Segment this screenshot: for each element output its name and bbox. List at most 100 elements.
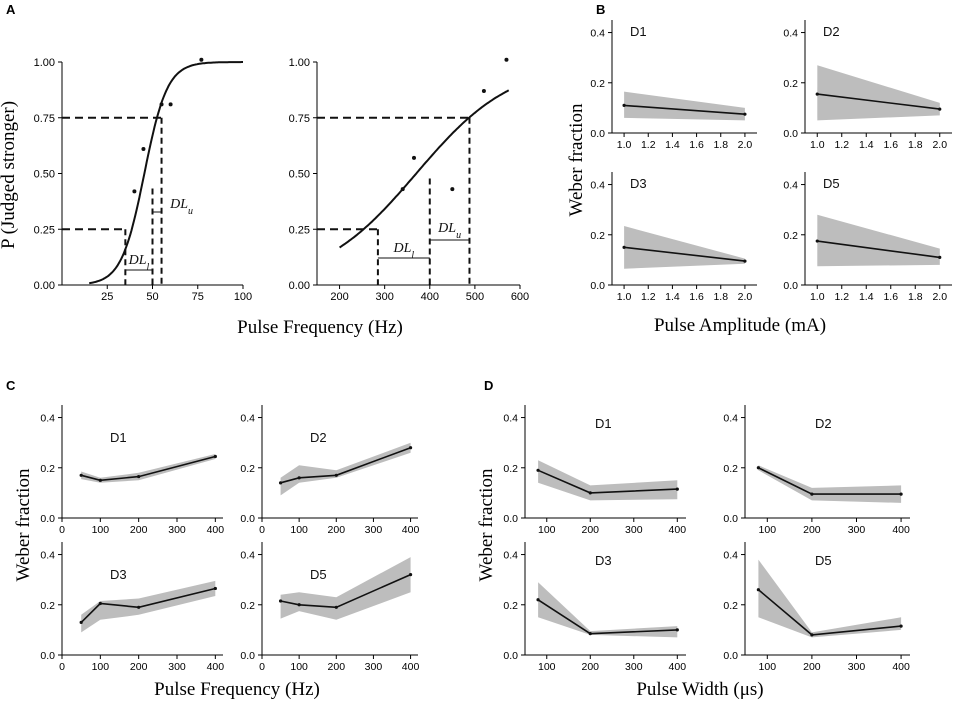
mean-point xyxy=(79,473,83,477)
data-point xyxy=(132,189,137,194)
panel-letter-A: A xyxy=(6,2,16,17)
chart-D3: 100 200 300 400 0.0 0.2 0.4 D3 xyxy=(503,542,686,673)
y-tick-label: 0.75 xyxy=(34,113,55,125)
x-tick-label: 400 xyxy=(207,524,225,536)
y-tick-label: 0.4 xyxy=(240,550,255,562)
x-tick-label: 1.6 xyxy=(883,291,898,303)
mean-point xyxy=(815,92,819,96)
x-tick-label: 75 xyxy=(192,291,204,303)
chart-D4: 100 200 300 400 0.0 0.2 0.4 D5 xyxy=(723,542,910,673)
y-tick-label: 0.4 xyxy=(590,180,605,192)
y-tick-label: 0.4 xyxy=(723,413,738,425)
x-tick-label: 2.0 xyxy=(932,139,947,151)
mean-point xyxy=(622,103,626,107)
mean-point xyxy=(622,245,626,249)
x-tick-label: 2.0 xyxy=(932,291,947,303)
mean-point xyxy=(743,259,747,263)
y-tick-label: 0.2 xyxy=(783,78,798,90)
x-tick-label: 300 xyxy=(848,661,866,673)
x-tick-label: 0 xyxy=(259,524,265,536)
mean-point xyxy=(810,492,814,496)
y-tick-label: 0.2 xyxy=(783,230,798,242)
chart-B3: 1.0 1.2 1.4 1.6 1.8 2.0 0.0 0.2 0.4 D3 xyxy=(590,172,757,303)
mean-point xyxy=(297,603,301,607)
panel-letter-C: C xyxy=(6,378,16,393)
x-tick-label: 400 xyxy=(669,524,687,536)
dl-upper-label: DLu xyxy=(169,197,193,217)
x-tick-label: 200 xyxy=(803,661,821,673)
y-tick-label: 0.2 xyxy=(590,78,605,90)
x-tick-label: 1.0 xyxy=(617,291,632,303)
x-tick-label: 2.0 xyxy=(738,291,753,303)
x-tick-label: 0 xyxy=(59,524,65,536)
mean-point xyxy=(588,491,592,495)
x-tick-label: 200 xyxy=(130,661,148,673)
y-tick-label: 0.75 xyxy=(289,113,310,125)
y-tick-label: 0.2 xyxy=(503,463,518,475)
data-point xyxy=(450,187,455,192)
x-tick-label: 1.8 xyxy=(713,291,728,303)
y-tick-label: 0.2 xyxy=(503,600,518,612)
ci-band xyxy=(81,454,216,483)
axis-label-D-x: Pulse Width (μs) xyxy=(636,679,763,700)
y-tick-label: 0.2 xyxy=(723,463,738,475)
mean-point xyxy=(213,586,217,591)
fit-curve xyxy=(89,61,243,285)
axis-label-C-x: Pulse Frequency (Hz) xyxy=(154,679,320,700)
y-tick-label: 0.2 xyxy=(40,600,55,612)
y-tick-label: 1.00 xyxy=(289,57,310,69)
x-tick-label: 300 xyxy=(625,524,643,536)
y-tick-label: 0.0 xyxy=(503,650,518,662)
subject-label: D5 xyxy=(310,567,327,582)
x-tick-label: 1.2 xyxy=(641,139,656,151)
x-tick-label: 100 xyxy=(759,524,777,536)
chart-A2: 200 300 400 500 600 0.00 0.25 0.50 0.75 1.00 DLl DL… xyxy=(289,57,530,303)
y-tick-label: 0.4 xyxy=(783,28,798,40)
x-tick-label: 1.4 xyxy=(859,139,874,151)
y-tick-label: 0.2 xyxy=(240,463,255,475)
x-tick-label: 400 xyxy=(402,661,420,673)
data-point xyxy=(411,155,416,160)
y-tick-label: 0.4 xyxy=(240,413,255,425)
x-tick-label: 200 xyxy=(328,661,346,673)
x-tick-label: 1.6 xyxy=(689,291,704,303)
y-tick-label: 0.4 xyxy=(40,550,55,562)
ci-band xyxy=(81,580,216,633)
chart-A1: A 25 50 75 100 0.00 0.25 0.50 0.75 1.00 DLl DLu xyxy=(6,2,252,303)
ci-band xyxy=(538,582,678,638)
x-tick-label: 400 xyxy=(669,661,687,673)
x-tick-label: 1.4 xyxy=(665,291,680,303)
y-tick-label: 0.0 xyxy=(240,650,255,662)
mean-point xyxy=(278,481,283,485)
dl-upper-sub: u xyxy=(456,230,461,241)
x-tick-label: 100 xyxy=(538,661,556,673)
mean-point xyxy=(675,628,679,632)
panel-letter-B: B xyxy=(596,2,605,17)
x-tick-label: 300 xyxy=(625,661,643,673)
mean-line xyxy=(624,246,745,262)
mean-point xyxy=(743,112,747,116)
chart-D2: 100 200 300 400 0.0 0.2 0.4 D2 xyxy=(723,405,910,536)
x-tick-label: 1.4 xyxy=(859,291,874,303)
mean-line xyxy=(80,587,216,623)
mean-point xyxy=(137,474,141,479)
x-tick-label: 1.2 xyxy=(834,139,849,151)
ci-band xyxy=(817,65,940,121)
x-tick-label: 1.0 xyxy=(810,139,825,151)
x-tick-label: 1.8 xyxy=(713,139,728,151)
chart-D1: D 100 200 300 400 0.0 0.2 0.4 D1 xyxy=(484,378,686,536)
y-tick-label: 0.0 xyxy=(590,280,605,292)
chart-C1: C 0 100 200 300 400 0.0 0.2 0.4 D1 xyxy=(6,378,224,536)
y-tick-label: 0.0 xyxy=(590,128,605,140)
y-tick-label: 0.4 xyxy=(783,180,798,192)
mean-line xyxy=(817,93,940,110)
x-tick-label: 1.6 xyxy=(883,139,898,151)
y-tick-label: 0.4 xyxy=(590,28,605,40)
mean-point xyxy=(98,601,102,606)
mean-point xyxy=(213,454,217,459)
ci-band xyxy=(624,226,745,269)
x-tick-label: 400 xyxy=(892,524,910,536)
chart-B2: 1.0 1.2 1.4 1.6 1.8 2.0 0.0 0.2 0.4 D2 xyxy=(783,20,952,151)
y-tick-label: 0.25 xyxy=(289,224,310,236)
y-tick-label: 0.0 xyxy=(723,650,738,662)
